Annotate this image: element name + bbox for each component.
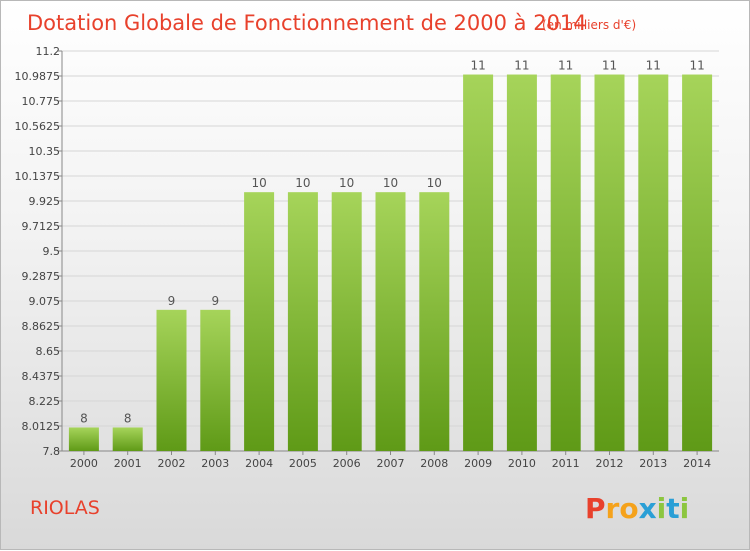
y-tick-label: 8.225 xyxy=(29,395,61,408)
y-tick-labels: 7.8 8.0125 8.225 8.4375 8.65 8.8625 9.075 9.287… xyxy=(15,45,61,458)
x-tick-label: 2004 xyxy=(245,457,273,470)
y-tick-label: 9.925 xyxy=(29,195,61,208)
bar-value-label: 8 xyxy=(80,411,88,425)
value-labels: 8 8 9 9 10 10 10 10 10 11 11 11 11 11 11 xyxy=(80,59,705,426)
x-tick-label: 2001 xyxy=(114,457,142,470)
logo-letter: i xyxy=(657,492,667,525)
proxiti-logo[interactable]: Proxiti xyxy=(585,492,689,525)
bar-value-label: 11 xyxy=(558,59,573,73)
y-tick-label: 10.35 xyxy=(29,145,61,158)
y-tick-label: 10.1375 xyxy=(15,170,61,183)
logo-letter: o xyxy=(619,492,638,525)
chart-unit: (en milliers d'€) xyxy=(542,18,636,32)
y-tick-label: 9.5 xyxy=(43,245,61,258)
commune-name: RIOLAS xyxy=(30,497,100,519)
x-tick-label: 2008 xyxy=(420,457,448,470)
y-tick-label: 9.2875 xyxy=(22,270,61,283)
y-tick-label: 10.5625 xyxy=(15,120,61,133)
x-tick-label: 2010 xyxy=(508,457,536,470)
bar xyxy=(419,192,450,452)
bar xyxy=(594,74,625,451)
bar-value-label: 11 xyxy=(646,59,661,73)
x-tick-label: 2006 xyxy=(333,457,361,470)
x-tick-label: 2012 xyxy=(596,457,624,470)
y-tick-label: 10.9875 xyxy=(15,70,61,83)
bar-value-label: 10 xyxy=(339,176,354,190)
bar-value-label: 9 xyxy=(168,294,176,308)
x-tick-label: 2007 xyxy=(377,457,405,470)
bar xyxy=(463,74,494,451)
x-tick-label: 2000 xyxy=(70,457,98,470)
bar-value-label: 11 xyxy=(602,59,617,73)
bar xyxy=(506,74,537,451)
y-tick-label: 11.2 xyxy=(36,45,61,58)
chart-title: Dotation Globale de Fonctionnement de 20… xyxy=(27,11,587,35)
y-tick-label: 9.075 xyxy=(29,295,61,308)
bar xyxy=(682,74,713,451)
bar-value-label: 11 xyxy=(470,59,485,73)
y-tick-label: 10.775 xyxy=(22,95,61,108)
logo-letter: x xyxy=(639,492,657,525)
bars xyxy=(68,74,713,452)
bar xyxy=(244,192,275,452)
logo-letter: t xyxy=(666,492,679,525)
x-tick-label: 2009 xyxy=(464,457,492,470)
bar-value-label: 10 xyxy=(295,176,310,190)
y-tick-label: 8.4375 xyxy=(22,370,61,383)
bar xyxy=(331,192,362,452)
bar-value-label: 10 xyxy=(251,176,266,190)
y-tick-label: 9.7125 xyxy=(22,220,61,233)
bar-value-label: 11 xyxy=(514,59,529,73)
y-tick-label: 7.8 xyxy=(43,445,61,458)
x-tick-label: 2014 xyxy=(683,457,711,470)
bar xyxy=(68,427,99,451)
bar xyxy=(200,309,231,451)
logo-letter: r xyxy=(606,492,620,525)
bar xyxy=(375,192,406,452)
x-tick-label: 2002 xyxy=(158,457,186,470)
bar xyxy=(638,74,669,451)
x-tick-labels: 2000 2001 2002 2003 2004 2005 2006 2007 2008 2009… xyxy=(70,451,711,470)
bar-value-label: 10 xyxy=(427,176,442,190)
y-tick-label: 8.65 xyxy=(36,345,61,358)
x-tick-label: 2013 xyxy=(639,457,667,470)
x-tick-label: 2011 xyxy=(552,457,580,470)
bar-value-label: 10 xyxy=(383,176,398,190)
logo-letter: i xyxy=(680,492,690,525)
x-tick-label: 2003 xyxy=(201,457,229,470)
bar xyxy=(112,427,143,451)
bar xyxy=(550,74,581,451)
bar-value-label: 11 xyxy=(689,59,704,73)
y-tick-label: 8.0125 xyxy=(22,420,61,433)
y-tick-label: 8.8625 xyxy=(22,320,61,333)
bar-value-label: 9 xyxy=(211,294,219,308)
bar xyxy=(287,192,318,452)
x-tick-label: 2005 xyxy=(289,457,317,470)
logo-letter: P xyxy=(585,492,606,525)
bar xyxy=(156,309,187,451)
bar-value-label: 8 xyxy=(124,411,132,425)
